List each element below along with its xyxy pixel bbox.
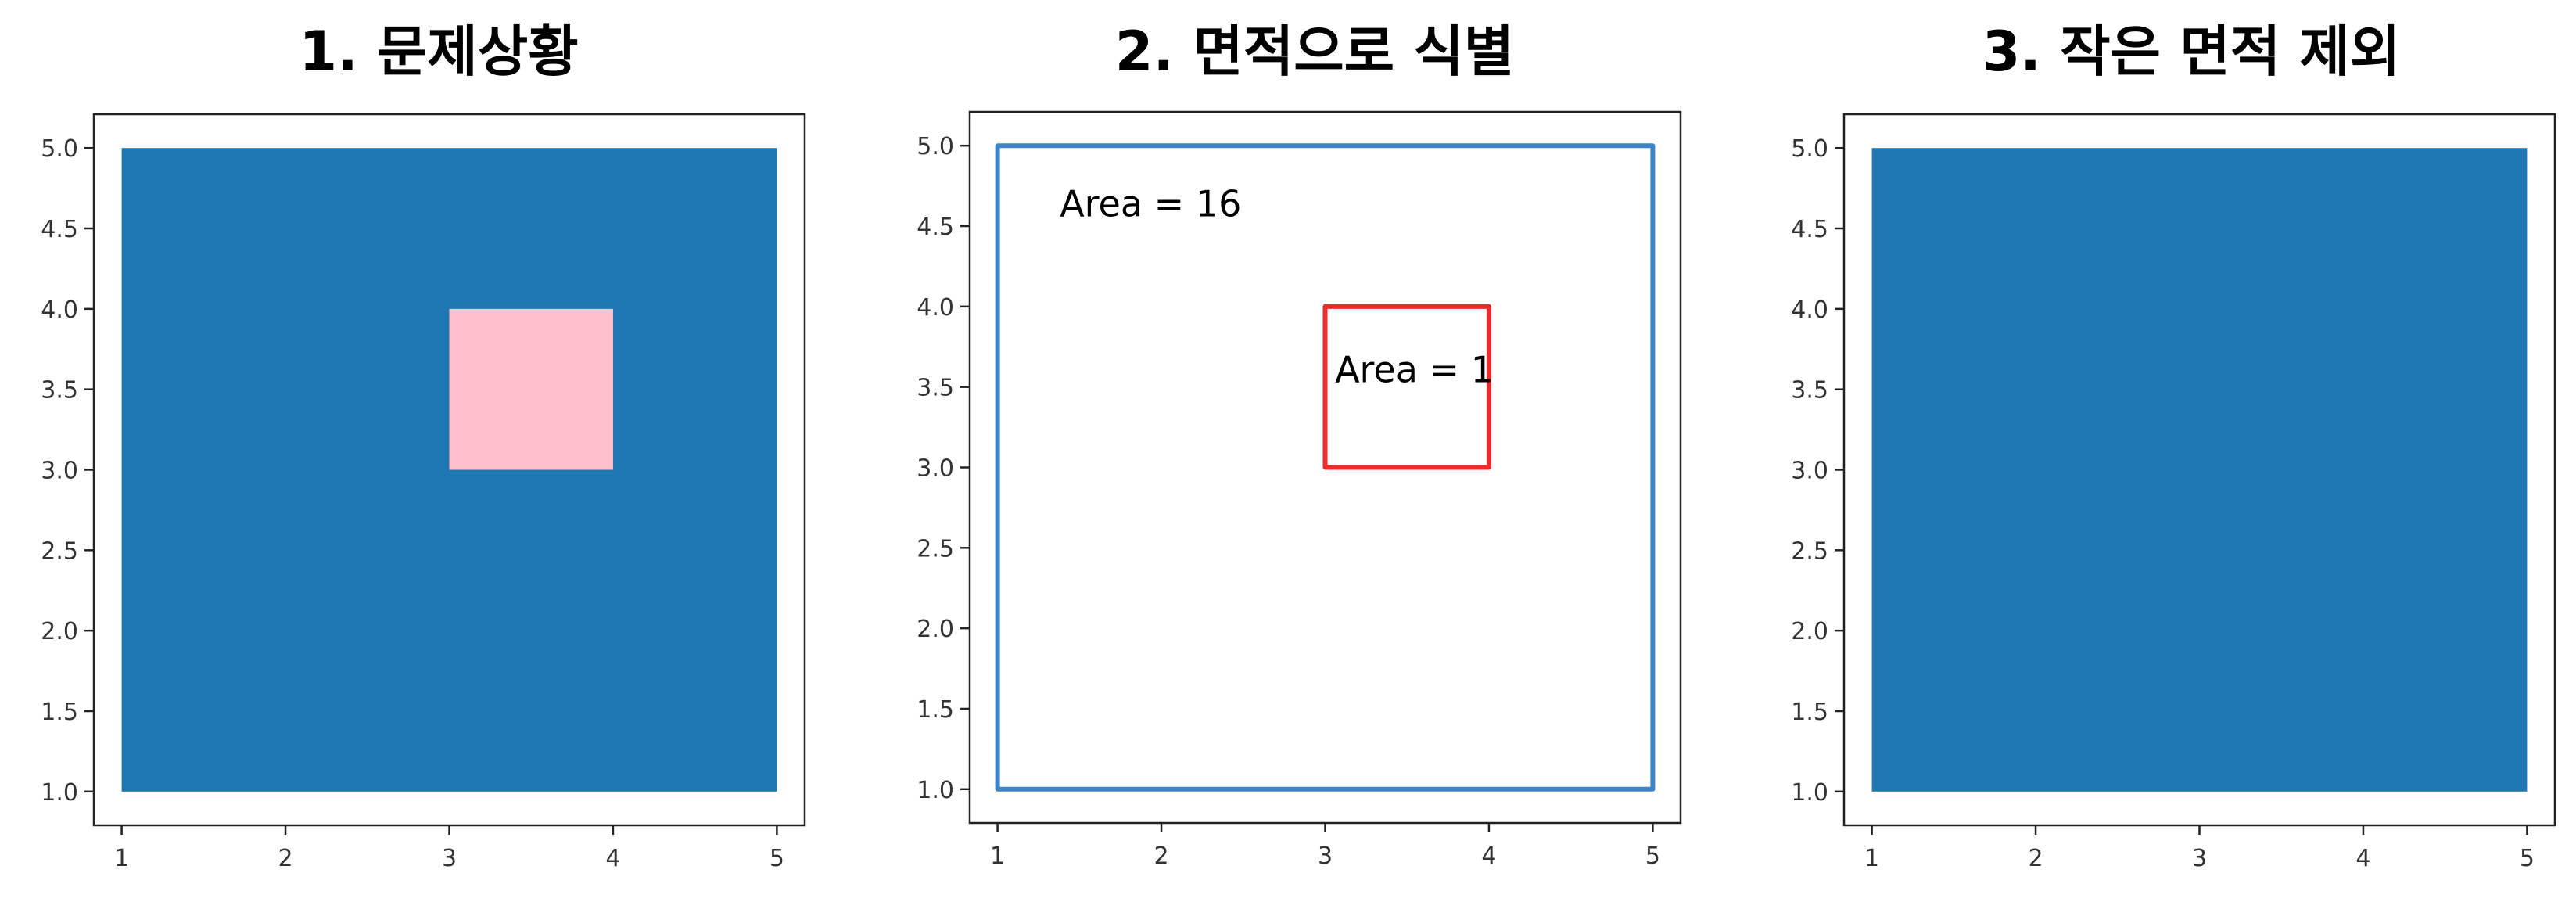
- subplot-2-ytick-label: 2.0: [917, 616, 954, 643]
- subplot-3-ytick-label: 1.0: [1791, 779, 1828, 807]
- subplot-2-title: 2. 면적으로 식별: [1115, 20, 1514, 84]
- subplot-2-ytick-label: 5.0: [917, 133, 954, 160]
- subplot-3-ytick-label: 2.0: [1791, 618, 1828, 645]
- subplot-2-ytick-label: 4.0: [917, 294, 954, 322]
- subplot-1-title: 1. 문제상황: [299, 20, 578, 84]
- subplot-2: 2. 면적으로 식별 Area = 16 Area = 1 1 2 3 4 5 1.0 1.5 2…: [917, 20, 1682, 870]
- subplot-1-xtick-label: 4: [605, 845, 620, 872]
- subplot-1-ytick-label: 4.5: [41, 216, 78, 243]
- subplot-2-xtick-label: 1: [990, 843, 1005, 870]
- subplot-1-xtick-label: 1: [114, 845, 129, 872]
- subplot-1-rect-2: [449, 308, 613, 470]
- subplot-2-xtick-label: 4: [1481, 843, 1496, 870]
- subplot-2-xtick-label: 2: [1154, 843, 1169, 870]
- subplot-2-plot: Area = 16 Area = 1 1 2 3 4 5 1.0 1.5 2.0 2.5 3.0 3.5…: [917, 110, 1682, 870]
- subplot-3-ytick-label: 3.0: [1791, 458, 1828, 485]
- subplot-2-rect-2: [1322, 304, 1491, 470]
- subplot-2-ytick-label: 2.5: [917, 535, 954, 562]
- subplot-3-xtick-label: 4: [2355, 845, 2370, 872]
- subplot-3-ytick-label: 4.0: [1791, 296, 1828, 324]
- subplot-2-annotation-1: Area = 16: [1060, 183, 1241, 225]
- subplot-1-ytick-label: 2.0: [41, 618, 78, 645]
- subplot-1-ytick-label: 5.0: [41, 135, 78, 163]
- subplot-2-xtick-label: 3: [1318, 843, 1333, 870]
- subplot-1-ytick-label: 3.0: [41, 458, 78, 485]
- subplot-2-rect-1: [995, 143, 1656, 792]
- subplot-1-ytick-label: 1.5: [41, 699, 78, 726]
- subplot-1: 1. 문제상황 1 2 3 4 5 1.0 1.5 2.0 2.5 3.0 3.5 4.0 4.5 5.0: [41, 20, 806, 872]
- subplot-3-ytick-label: 4.5: [1791, 216, 1828, 243]
- subplot-3: 3. 작은 면적 제외 1 2 3 4 5 1.0 1.5 2.0 2.5 3.0 3.5 4.0 4.…: [1791, 20, 2556, 872]
- subplot-2-ytick-label: 3.5: [917, 375, 954, 402]
- subplot-3-ytick-label: 3.5: [1791, 377, 1828, 404]
- subplot-2-ytick-label: 1.0: [917, 777, 954, 804]
- subplot-1-ytick-label: 3.5: [41, 377, 78, 404]
- subplot-2-ytick-label: 1.5: [917, 696, 954, 724]
- subplot-3-xtick-label: 3: [2192, 845, 2207, 872]
- subplot-1-xtick-label: 3: [442, 845, 457, 872]
- subplot-1-ytick-label: 1.0: [41, 779, 78, 807]
- subplot-3-plot: 1 2 3 4 5 1.0 1.5 2.0 2.5 3.0 3.5 4.0 4.5 5.0: [1791, 113, 2556, 872]
- subplot-1-ytick-label: 2.5: [41, 537, 78, 565]
- subplot-2-xtick-label: 5: [1645, 843, 1660, 870]
- subplot-1-ytick-label: 4.0: [41, 296, 78, 324]
- subplot-2-annotation-2: Area = 1: [1335, 349, 1494, 391]
- subplot-3-xtick-label: 2: [2029, 845, 2043, 872]
- subplot-3-xtick-label: 1: [1864, 845, 1879, 872]
- subplot-3-rect-1: [1871, 148, 2528, 792]
- subplot-3-xtick-label: 5: [2520, 845, 2535, 872]
- subplot-3-ytick-label: 2.5: [1791, 537, 1828, 565]
- subplot-1-plot: 1 2 3 4 5 1.0 1.5 2.0 2.5 3.0 3.5 4.0 4.5 5.0: [41, 113, 806, 872]
- subplot-3-ytick-label: 1.5: [1791, 699, 1828, 726]
- subplot-2-ytick-label: 3.0: [917, 455, 954, 483]
- subplot-1-xtick-label: 5: [770, 845, 784, 872]
- subplot-1-xtick-label: 2: [278, 845, 293, 872]
- subplot-3-ytick-label: 5.0: [1791, 135, 1828, 163]
- subplot-2-ytick-label: 4.5: [917, 214, 954, 241]
- subplot-3-title: 3. 작은 면적 제외: [1982, 20, 2401, 84]
